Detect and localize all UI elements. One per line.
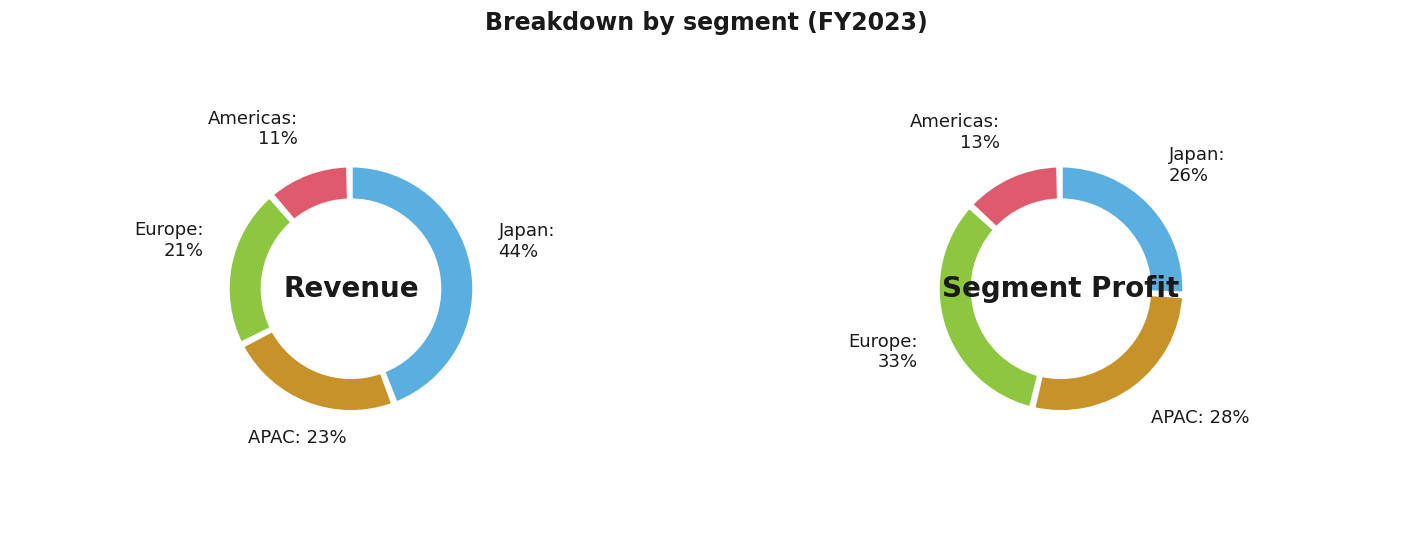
Text: Americas:
11%: Americas: 11% xyxy=(208,109,298,148)
Wedge shape xyxy=(227,196,292,343)
Wedge shape xyxy=(1034,294,1183,412)
Wedge shape xyxy=(243,330,393,412)
Text: Japan:
44%: Japan: 44% xyxy=(498,222,555,261)
Wedge shape xyxy=(273,166,349,221)
Text: Revenue: Revenue xyxy=(284,275,419,302)
Wedge shape xyxy=(352,166,474,403)
Text: Segment Profit: Segment Profit xyxy=(942,275,1179,302)
Text: Americas:
13%: Americas: 13% xyxy=(909,113,1000,152)
Text: Japan:
26%: Japan: 26% xyxy=(1169,146,1226,185)
Text: Europe:
21%: Europe: 21% xyxy=(134,221,203,260)
Wedge shape xyxy=(971,166,1059,228)
Text: Breakdown by segment (FY2023): Breakdown by segment (FY2023) xyxy=(484,11,928,35)
Wedge shape xyxy=(938,207,1039,408)
Text: APAC: 23%: APAC: 23% xyxy=(247,429,346,447)
Text: APAC: 28%: APAC: 28% xyxy=(1151,409,1250,427)
Wedge shape xyxy=(1060,166,1185,293)
Text: Europe:
33%: Europe: 33% xyxy=(849,333,918,371)
